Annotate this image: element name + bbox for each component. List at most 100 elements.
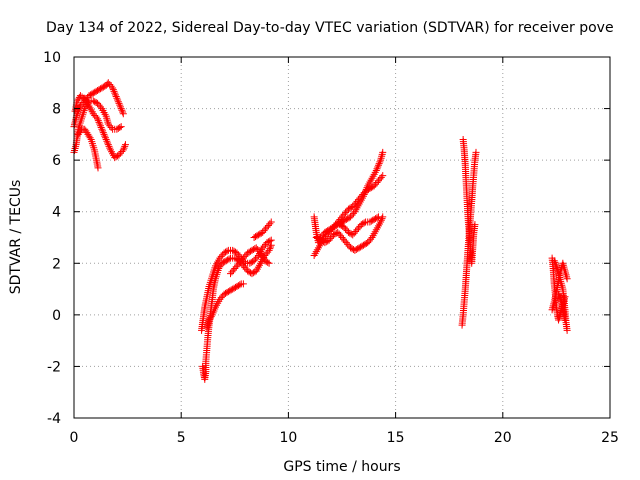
data-point bbox=[217, 252, 225, 260]
data-point bbox=[325, 236, 333, 244]
x-tick-label: 15 bbox=[387, 430, 405, 446]
data-point bbox=[337, 232, 345, 240]
data-point bbox=[264, 258, 272, 266]
data-point bbox=[336, 221, 344, 229]
data-point bbox=[361, 240, 369, 248]
data-point bbox=[96, 85, 104, 93]
data-point bbox=[227, 286, 235, 294]
data-point bbox=[323, 231, 331, 239]
data-point bbox=[112, 93, 120, 101]
y-tick-label: 10 bbox=[43, 50, 61, 66]
data-point bbox=[327, 226, 335, 234]
data-point bbox=[236, 281, 244, 289]
data-point bbox=[359, 220, 367, 228]
data-point bbox=[266, 237, 274, 245]
data-point bbox=[245, 248, 253, 256]
data-points bbox=[70, 79, 571, 383]
data-point bbox=[116, 103, 124, 111]
data-point bbox=[365, 237, 373, 245]
ticks: 0 5 10 15 20 25 -4 -2 0 2 4 6 8 10 bbox=[43, 50, 619, 446]
data-point bbox=[244, 249, 252, 257]
data-point bbox=[374, 177, 382, 185]
data-point bbox=[366, 218, 374, 226]
data-point bbox=[241, 264, 249, 272]
data-point bbox=[340, 210, 348, 218]
data-point bbox=[88, 90, 96, 98]
data-point bbox=[367, 217, 375, 225]
data-point bbox=[221, 258, 229, 266]
data-point bbox=[104, 79, 112, 87]
data-point bbox=[335, 230, 343, 238]
data-point bbox=[357, 243, 365, 251]
data-point bbox=[97, 123, 105, 131]
data-point bbox=[329, 224, 337, 232]
data-point bbox=[94, 117, 102, 125]
data-point bbox=[117, 123, 125, 131]
data-point bbox=[372, 180, 380, 188]
data-point bbox=[91, 88, 99, 96]
data-point bbox=[233, 249, 241, 257]
data-point bbox=[223, 289, 231, 297]
data-point bbox=[95, 86, 103, 94]
data-point bbox=[264, 238, 272, 246]
data-point bbox=[354, 224, 362, 232]
y-tick-label: 6 bbox=[52, 153, 61, 169]
chart-title: Day 134 of 2022, Sidereal Day-to-day VTE… bbox=[46, 20, 614, 36]
data-point bbox=[359, 241, 367, 249]
data-point bbox=[252, 244, 260, 252]
data-point bbox=[253, 232, 261, 240]
y-tick-label: 0 bbox=[52, 308, 61, 324]
data-point bbox=[91, 98, 99, 106]
data-point bbox=[255, 247, 263, 255]
data-point bbox=[315, 235, 323, 243]
data-point bbox=[341, 237, 349, 245]
data-point bbox=[250, 234, 258, 241]
data-point bbox=[353, 226, 361, 234]
data-point bbox=[347, 244, 355, 252]
data-point bbox=[220, 249, 228, 257]
data-point bbox=[247, 247, 255, 255]
data-point bbox=[355, 244, 363, 252]
x-tick-label: 5 bbox=[177, 430, 186, 446]
data-point bbox=[120, 144, 128, 152]
data-point bbox=[106, 81, 114, 89]
data-point bbox=[224, 256, 232, 264]
data-point bbox=[344, 228, 352, 236]
data-point bbox=[96, 120, 104, 128]
data-point bbox=[232, 263, 240, 271]
x-tick-label: 0 bbox=[70, 430, 79, 446]
data-point bbox=[555, 292, 563, 300]
data-point bbox=[101, 132, 109, 140]
data-point bbox=[379, 148, 387, 156]
data-point bbox=[116, 101, 124, 109]
data-point bbox=[104, 139, 112, 147]
data-point bbox=[262, 225, 270, 233]
data-point bbox=[237, 258, 245, 266]
data-point bbox=[267, 243, 275, 251]
data-point bbox=[111, 154, 119, 162]
data-point bbox=[334, 217, 342, 225]
grid bbox=[74, 57, 610, 418]
data-point bbox=[378, 215, 386, 223]
data-point bbox=[370, 215, 378, 223]
data-point bbox=[262, 258, 270, 266]
data-point bbox=[94, 115, 102, 123]
data-point bbox=[89, 110, 97, 118]
data-point bbox=[329, 231, 337, 239]
data-point bbox=[357, 221, 365, 229]
data-point bbox=[346, 204, 354, 212]
data-point bbox=[238, 256, 246, 264]
data-point bbox=[267, 218, 275, 226]
data-point bbox=[86, 91, 94, 99]
data-point bbox=[225, 255, 233, 263]
data-point bbox=[372, 215, 380, 223]
data-point bbox=[99, 129, 107, 137]
data-point bbox=[113, 125, 121, 133]
data-point bbox=[370, 182, 378, 190]
data-point bbox=[262, 250, 270, 258]
data-point bbox=[324, 229, 332, 237]
data-point bbox=[563, 275, 571, 283]
x-tick-label: 20 bbox=[494, 430, 512, 446]
data-point bbox=[94, 87, 102, 95]
